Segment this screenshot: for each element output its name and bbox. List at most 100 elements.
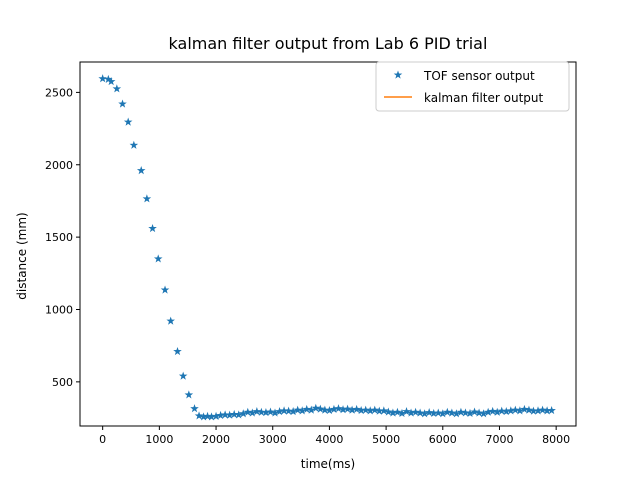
tof-data-point (465, 408, 475, 418)
tof-data-point (538, 405, 547, 414)
tof-data-point (515, 406, 525, 415)
x-tick-label: 6000 (429, 433, 457, 446)
tof-data-point (488, 406, 497, 416)
legend-star-marker (393, 70, 403, 79)
tof-data-point (424, 408, 434, 417)
tof-data-point (225, 410, 234, 419)
tof-data-point (316, 404, 325, 413)
tof-data-point (502, 407, 511, 416)
legend-label-tof: TOF sensor output (423, 69, 535, 83)
tof-data-point (474, 408, 484, 417)
x-tick-label: 0 (99, 433, 106, 446)
tof-data-point (415, 408, 425, 417)
tof-data-point (142, 194, 152, 203)
tof-data-point (302, 404, 312, 413)
tof-data-point (542, 406, 552, 415)
tof-data-point (229, 409, 239, 419)
tof-data-point (173, 346, 182, 356)
tof-data-point (388, 408, 398, 417)
tof-data-point (293, 405, 302, 414)
tof-data-point (112, 84, 122, 93)
tof-data-point (397, 408, 407, 418)
tof-data-point (257, 407, 266, 416)
tof-data-point (456, 407, 466, 416)
tof-data-point (211, 411, 221, 420)
plot-frame (79, 61, 577, 427)
tof-data-point (148, 223, 157, 233)
tof-data-point (479, 409, 488, 418)
tof-data-point (261, 408, 271, 417)
x-tick-label: 7000 (485, 433, 513, 446)
tof-data-point (98, 74, 107, 83)
chart-title: kalman filter output from Lab 6 PID tria… (169, 34, 488, 53)
tof-data-point (393, 407, 402, 416)
tof-data-point (338, 405, 348, 414)
tof-data-point (194, 411, 204, 420)
tof-data-point (429, 408, 438, 418)
y-tick-label: 2000 (45, 159, 73, 172)
tof-data-point (375, 406, 384, 415)
tof-data-point (470, 407, 479, 416)
tof-data-point (288, 407, 298, 416)
y-tick-label: 1000 (45, 303, 73, 316)
tof-data-point (153, 254, 163, 263)
tof-data-point (356, 406, 366, 415)
tof-data-point (284, 406, 293, 415)
y-axis: 500 1000 1500 2000 2500 (45, 86, 80, 389)
tof-data-point (492, 407, 502, 416)
legend-label-kalman: kalman filter output (424, 91, 543, 105)
x-tick-label: 5000 (372, 433, 400, 446)
tof-data-point (279, 406, 289, 415)
tof-data-point (104, 74, 113, 84)
tof-data-point (203, 411, 212, 420)
x-tick-label: 4000 (315, 433, 343, 446)
tof-data-point (329, 404, 339, 413)
tof-data-point (320, 405, 330, 414)
tof-data-point (343, 404, 352, 413)
tof-data-point (365, 406, 375, 415)
y-axis-label: distance (mm) (15, 212, 29, 299)
tof-data-point (370, 405, 380, 414)
tof-data-point (529, 406, 538, 415)
tof-data-point (547, 406, 556, 415)
tof-data-point (447, 408, 457, 417)
tof-data-point (420, 409, 429, 418)
tof-data-point (506, 406, 516, 415)
tof-data-point (266, 407, 275, 416)
tof-data-point (533, 406, 543, 415)
tof-data-point (136, 166, 146, 175)
tof-data-point (379, 406, 389, 415)
x-axis: 0 1000 2000 3000 4000 5000 6000 7000 8000 (99, 426, 570, 446)
x-tick-label: 1000 (145, 433, 173, 446)
tof-data-point (297, 406, 307, 415)
tof-data-point (270, 408, 280, 417)
tof-data-point (347, 405, 357, 414)
tof-data-point (325, 406, 334, 415)
tof-data-point (438, 409, 448, 418)
tof-data-point (199, 412, 208, 421)
tof-data-point (520, 404, 529, 413)
tof-data-point (352, 404, 361, 413)
tof-data-point (406, 408, 416, 417)
legend: TOF sensor output kalman filter output (375, 61, 570, 112)
tof-data-point (433, 408, 443, 417)
tof-data-point (483, 407, 493, 416)
tof-data-point (238, 409, 248, 418)
legend-frame (375, 61, 570, 112)
tof-data-point (497, 406, 507, 415)
tof-data-point (252, 407, 262, 416)
tof-data-point (190, 404, 199, 413)
tof-data-point (524, 405, 534, 414)
x-tick-label: 2000 (202, 433, 230, 446)
tof-data-point (307, 405, 316, 414)
tof-data-point (311, 403, 321, 412)
tof-data-point (443, 407, 452, 416)
tof-data-point (334, 404, 343, 413)
y-tick-label: 1500 (45, 231, 73, 244)
x-tick-label: 8000 (542, 433, 570, 446)
tof-data-point (461, 408, 470, 417)
tof-data-point (166, 316, 175, 325)
tof-data-point (452, 409, 461, 418)
tof-data-point (402, 407, 411, 416)
